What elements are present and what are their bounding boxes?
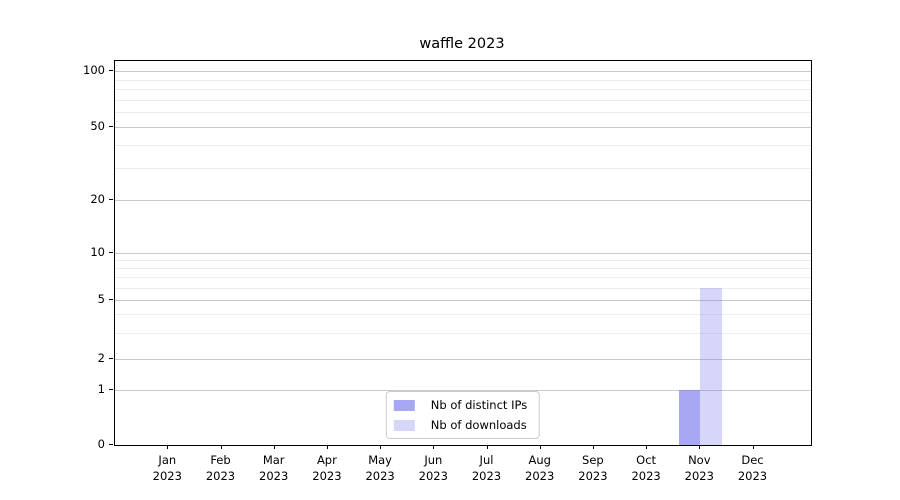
x-axis-tick-mark xyxy=(326,445,329,449)
x-axis-tick-label: Dec 2023 xyxy=(737,453,768,483)
legend-swatch xyxy=(393,399,415,411)
y-axis-tick-label: 1 xyxy=(97,382,105,397)
y-axis-tick-label: 2 xyxy=(97,351,105,366)
x-axis-tick-label: Jun 2023 xyxy=(418,453,448,483)
plot-area: Nb of distinct IPs Nb of downloads xyxy=(114,60,812,446)
x-axis-tick-mark xyxy=(592,445,595,449)
y-axis-tick-label: 0 xyxy=(97,437,105,451)
x-axis-tick-mark xyxy=(167,445,169,449)
gridline-major xyxy=(115,71,811,72)
gridline-major xyxy=(115,359,811,361)
x-axis-tick-label: Jan 2023 xyxy=(152,453,182,483)
legend-item: Nb of distinct IPs xyxy=(393,397,528,413)
legend-label: Nb of downloads xyxy=(430,418,527,432)
y-axis-tick-label: 100 xyxy=(83,63,105,77)
x-axis-tick-mark xyxy=(220,445,222,449)
x-axis-tick-mark xyxy=(646,445,648,449)
y-axis-tick-mark xyxy=(109,444,113,446)
gridline-minor xyxy=(115,277,811,278)
x-axis-tick-label: Oct 2023 xyxy=(631,453,661,483)
gridline-minor xyxy=(115,79,811,81)
x-axis-tick-label: Jul 2023 xyxy=(471,453,502,483)
gridline-major xyxy=(115,390,811,392)
gridline-major xyxy=(115,200,811,202)
y-axis-tick-mark xyxy=(109,389,113,391)
x-axis-tick-label: Aug 2023 xyxy=(525,453,555,483)
y-axis-tick-mark xyxy=(109,299,113,301)
x-axis-tick-mark xyxy=(699,445,701,449)
gridline-minor xyxy=(115,144,811,146)
y-axis-tick-mark xyxy=(109,70,113,72)
x-axis-tick-label: Feb 2023 xyxy=(205,453,236,483)
gridline-minor xyxy=(115,287,811,289)
legend-label: Nb of distinct IPs xyxy=(430,398,528,412)
y-axis-tick-label: 50 xyxy=(90,118,105,133)
x-axis-tick-label: May 2023 xyxy=(365,453,395,483)
x-axis-tick-label: Mar 2023 xyxy=(259,453,289,483)
gridline-minor xyxy=(115,112,811,113)
gridline-minor xyxy=(115,167,811,169)
gridline-major xyxy=(115,126,811,128)
gridline-minor xyxy=(115,259,811,261)
gridline-minor xyxy=(115,267,811,269)
gridline-major xyxy=(115,252,811,254)
bar-distinct-ips xyxy=(679,390,701,445)
chart-title: waffle 2023 xyxy=(419,36,505,52)
gridline-major xyxy=(115,300,811,301)
legend-swatch xyxy=(393,419,415,431)
gridline-minor xyxy=(115,88,811,90)
x-axis-tick-mark xyxy=(273,445,275,449)
gridline-minor xyxy=(115,333,811,335)
legend: Nb of distinct IPs Nb of downloads xyxy=(385,391,541,439)
y-axis-tick-label: 20 xyxy=(90,192,105,207)
x-axis-tick-mark xyxy=(539,445,541,449)
legend-item: Nb of downloads xyxy=(393,417,527,433)
y-axis-tick-mark xyxy=(109,199,113,201)
x-axis-tick-mark xyxy=(486,445,488,449)
y-axis-tick-mark xyxy=(109,251,113,253)
bar-downloads xyxy=(700,287,722,445)
x-axis-tick-mark xyxy=(380,445,382,449)
x-axis-tick-mark xyxy=(433,445,435,449)
gridline-minor xyxy=(115,314,811,316)
y-axis-tick-label: 5 xyxy=(97,292,105,306)
x-axis-tick-label: Nov 2023 xyxy=(684,453,714,483)
x-axis-tick-label: Sep 2023 xyxy=(578,453,608,483)
x-axis-tick-mark xyxy=(752,445,754,449)
y-axis-tick-mark xyxy=(109,358,113,360)
y-axis-tick-label: 10 xyxy=(90,244,105,259)
x-axis-tick-label: Apr 2023 xyxy=(312,453,342,483)
gridline-minor xyxy=(115,99,811,101)
y-axis-tick-mark xyxy=(109,125,113,127)
